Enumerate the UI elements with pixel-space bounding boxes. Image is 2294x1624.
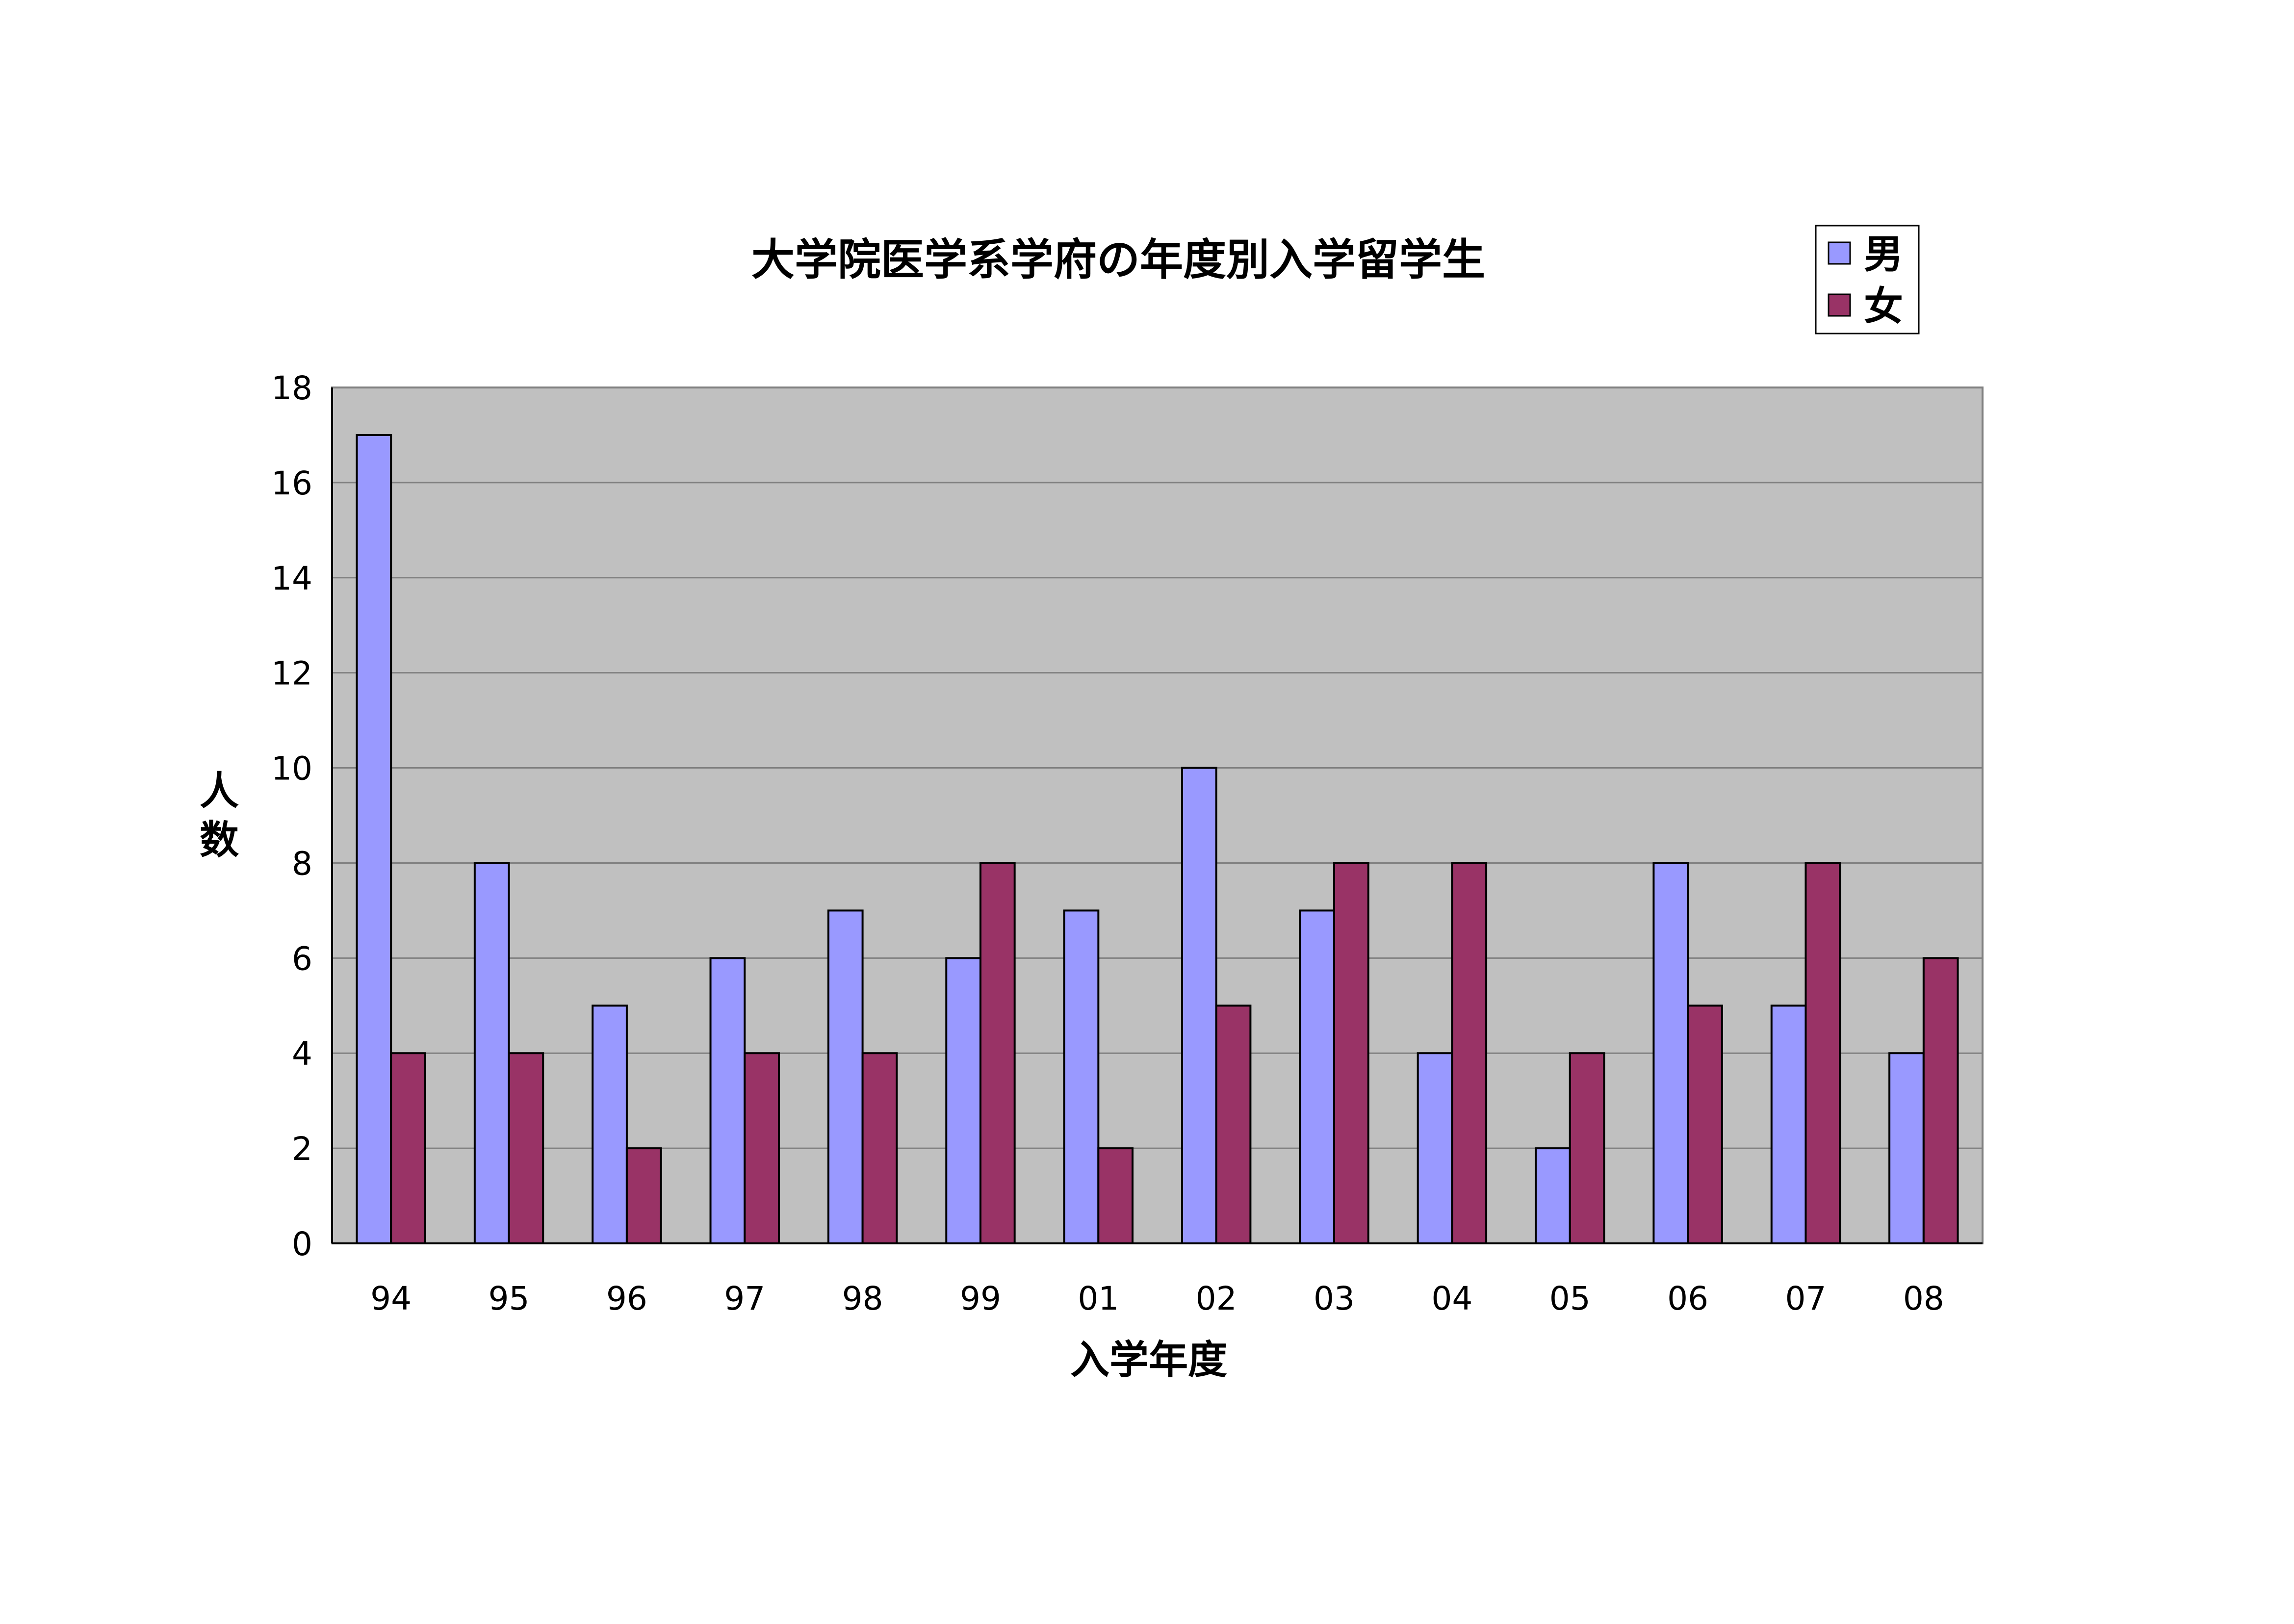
- legend-label-female: 女: [1864, 284, 1903, 329]
- y-axis-title-char: 数: [200, 817, 239, 863]
- bar-male-98: [827, 909, 864, 1244]
- x-tick-label: 06: [1667, 1280, 1708, 1317]
- bar-male-04: [1417, 1052, 1453, 1244]
- y-tick-label: 16: [271, 464, 312, 502]
- bar-male-96: [592, 1005, 628, 1245]
- bar-female-95: [508, 1052, 544, 1244]
- legend-swatch-male: [1828, 241, 1851, 265]
- bar-female-94: [390, 1052, 426, 1244]
- y-axis-ticks: 0 2 4 6 8 10 12 14 16 18: [271, 369, 312, 1263]
- x-tick-label: 05: [1549, 1280, 1591, 1317]
- bar-male-95: [473, 862, 510, 1244]
- y-tick-label: 14: [271, 560, 312, 597]
- bar-female-07: [1804, 862, 1841, 1244]
- bar-male-99: [945, 957, 981, 1245]
- x-tick-label: 97: [724, 1280, 765, 1317]
- bar-female-02: [1215, 1005, 1252, 1245]
- legend-label-male: 男: [1864, 232, 1903, 277]
- y-tick-label: 18: [271, 369, 312, 407]
- bar-male-94: [356, 434, 392, 1244]
- x-tick-label: 01: [1078, 1280, 1119, 1317]
- x-tick-label: 98: [842, 1280, 883, 1317]
- y-tick-label: 0: [292, 1225, 312, 1263]
- x-tick-label: 96: [606, 1280, 647, 1317]
- bar-male-06: [1652, 862, 1689, 1244]
- legend: 男 女: [1815, 225, 1920, 335]
- bar-male-01: [1063, 909, 1100, 1244]
- bar-female-99: [979, 862, 1016, 1244]
- bar-female-03: [1333, 862, 1369, 1244]
- legend-swatch-female: [1828, 293, 1851, 317]
- x-tick-label: 08: [1903, 1280, 1944, 1317]
- bar-male-03: [1299, 909, 1336, 1244]
- x-tick-label: 04: [1431, 1280, 1472, 1317]
- bar-female-06: [1687, 1005, 1723, 1245]
- bar-male-08: [1888, 1052, 1925, 1244]
- bar-female-04: [1451, 862, 1488, 1244]
- y-tick-label: 4: [292, 1035, 312, 1073]
- bar-female-97: [744, 1052, 780, 1244]
- x-tick-label: 99: [960, 1280, 1001, 1317]
- bars: [356, 434, 1959, 1245]
- chart-title: 大学院医学系学府の年度別入学留学生: [751, 234, 1485, 285]
- bar-female-01: [1097, 1147, 1134, 1244]
- y-tick-label: 12: [271, 655, 312, 693]
- y-tick-label: 2: [292, 1130, 312, 1168]
- bar-female-05: [1569, 1052, 1605, 1244]
- bar-female-98: [861, 1052, 898, 1244]
- bar-male-07: [1770, 1005, 1807, 1245]
- bar-male-05: [1535, 1147, 1571, 1244]
- bar-female-96: [625, 1147, 662, 1244]
- y-tick-label: 8: [292, 845, 312, 882]
- plot-area: [331, 387, 1984, 1244]
- bar-female-08: [1922, 957, 1959, 1245]
- bar-male-02: [1181, 767, 1217, 1244]
- x-tick-label: 07: [1785, 1280, 1826, 1317]
- x-axis-title: 入学年度: [1070, 1337, 1227, 1383]
- x-tick-label: 95: [489, 1280, 530, 1317]
- y-axis-title-char: 人: [200, 768, 239, 814]
- x-tick-label: 03: [1314, 1280, 1355, 1317]
- x-tick-label: 02: [1196, 1280, 1237, 1317]
- x-axis-ticks: 94 95 96 97 98 99 01 02 03 04 05 06 07 08: [370, 1280, 1944, 1317]
- y-tick-label: 6: [292, 940, 312, 978]
- y-axis-title: 人数: [200, 768, 239, 863]
- y-tick-label: 10: [271, 750, 312, 788]
- x-tick-label: 94: [370, 1280, 412, 1317]
- bar-male-97: [709, 957, 746, 1245]
